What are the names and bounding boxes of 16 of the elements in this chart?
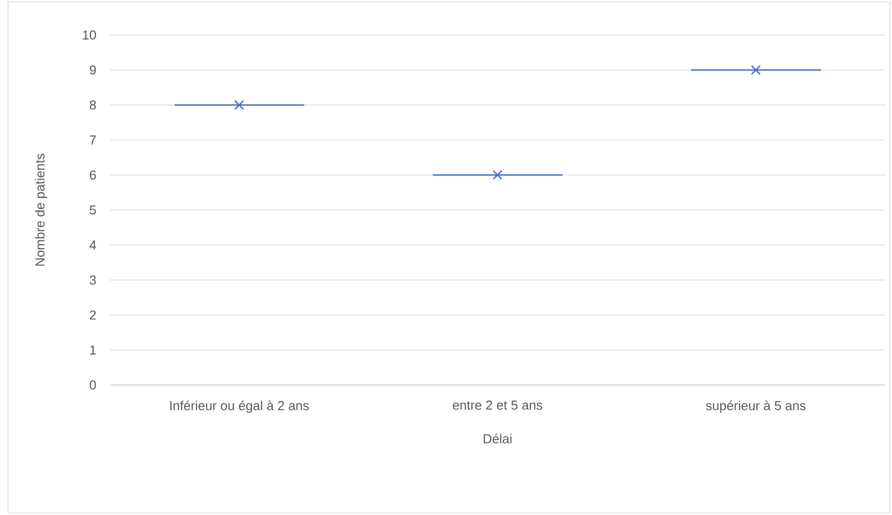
x-tick-label: entre 2 et 5 ans xyxy=(452,400,542,410)
y-tick-label: 3 xyxy=(90,275,96,285)
x-tick-label: Inférieur ou égal à 2 ans xyxy=(170,400,309,413)
x-tick-label: supérieur à 5 ans xyxy=(706,400,806,413)
x-axis-title: Délai xyxy=(484,434,512,444)
y-tick-label: 6 xyxy=(90,170,96,180)
y-axis-title: Nombre de patients xyxy=(35,154,48,266)
y-tick-label: 4 xyxy=(90,240,96,250)
y-tick-label: 5 xyxy=(90,205,96,215)
y-tick-label: 9 xyxy=(90,65,96,75)
y-tick-label: 7 xyxy=(90,136,96,144)
y-tick-label: 10 xyxy=(82,30,96,40)
y-tick-label: 2 xyxy=(90,310,96,320)
y-tick-label: 0 xyxy=(90,380,96,390)
y-tick-label: 1 xyxy=(90,346,96,354)
y-tick-label: 8 xyxy=(90,100,96,110)
